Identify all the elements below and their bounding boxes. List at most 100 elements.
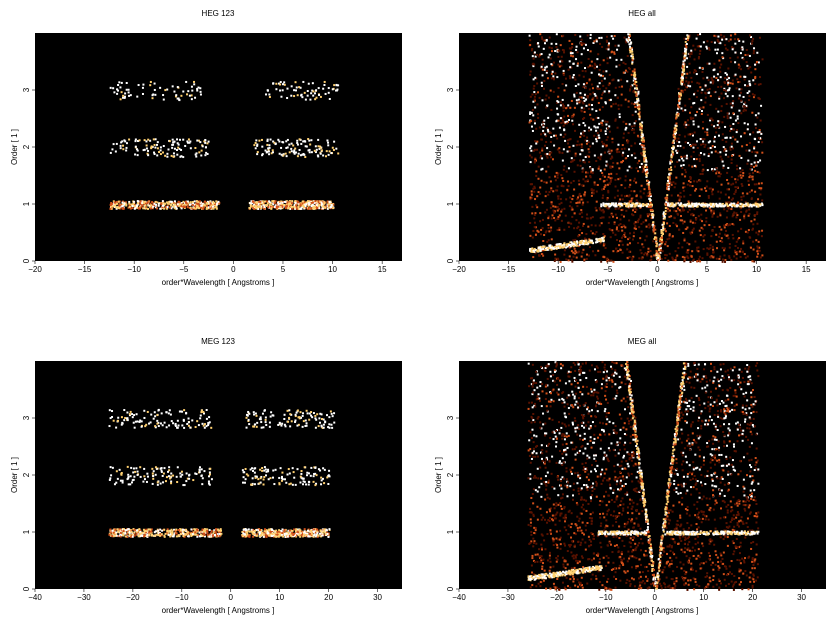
- heatmap-cell: [640, 222, 643, 225]
- heatmap-cell: [178, 204, 181, 207]
- heatmap-cell: [317, 155, 320, 158]
- heatmap-cell: [563, 228, 566, 231]
- heatmap-cell: [672, 140, 675, 143]
- heatmap-cell: [715, 107, 718, 110]
- heatmap-cell: [554, 219, 557, 222]
- heatmap-cell: [570, 66, 573, 69]
- heatmap-cell: [579, 164, 582, 167]
- heatmap-cell: [648, 204, 651, 207]
- heatmap-cell: [162, 94, 165, 97]
- heatmap-cell: [718, 171, 721, 174]
- heatmap-cell: [173, 207, 176, 210]
- heatmap-cell: [311, 201, 314, 204]
- heatmap-cell: [139, 203, 142, 206]
- heatmap-cell: [149, 207, 152, 210]
- heatmap-cell: [651, 214, 654, 217]
- heatmap-cell: [273, 202, 276, 205]
- heatmap-cell: [694, 165, 697, 168]
- heatmap-cell: [143, 148, 146, 151]
- heatmap-cell: [631, 258, 634, 261]
- heatmap-cell: [668, 180, 671, 183]
- heatmap-cell: [182, 203, 185, 206]
- heatmap-cell: [302, 206, 305, 209]
- heatmap-cell: [576, 140, 579, 143]
- heatmap-cell: [296, 139, 299, 142]
- heatmap-cell: [743, 108, 746, 111]
- heatmap-cell: [761, 254, 764, 257]
- y-tick-label: 2: [22, 144, 31, 149]
- heatmap-cell: [751, 228, 754, 231]
- heatmap-cell: [186, 140, 189, 143]
- heatmap-cell: [712, 256, 715, 259]
- heatmap-cell: [180, 202, 183, 205]
- heatmap-cell: [685, 76, 688, 79]
- heatmap-cell: [136, 149, 139, 152]
- heatmap-cell: [535, 77, 538, 80]
- heatmap-cell: [753, 137, 756, 140]
- heatmap-cell: [192, 202, 195, 205]
- heatmap-cell: [110, 205, 113, 208]
- heatmap-cell: [550, 187, 553, 190]
- heatmap-cell: [533, 84, 536, 87]
- heatmap-cell: [609, 98, 612, 101]
- heatmap-cell: [729, 38, 732, 41]
- heatmap-cell: [141, 92, 144, 95]
- heatmap-cell: [598, 207, 601, 210]
- heatmap-cell: [678, 95, 681, 98]
- heatmap-cell: [119, 535, 122, 538]
- heatmap-cell: [547, 226, 550, 229]
- heatmap-cell: [627, 37, 630, 40]
- heatmap-cell: [142, 528, 145, 531]
- heatmap-cell: [752, 248, 755, 251]
- heatmap-cell: [119, 147, 122, 150]
- heatmap-cell: [761, 204, 764, 207]
- heatmap-cell: [632, 235, 635, 238]
- heatmap-cell: [627, 100, 630, 103]
- heatmap-cell: [186, 200, 189, 203]
- chart-title: HEG 123: [202, 9, 235, 18]
- heatmap-cell: [637, 92, 640, 95]
- heatmap-cell: [602, 194, 605, 197]
- heatmap-cell: [679, 94, 682, 97]
- heatmap-cell: [758, 203, 761, 206]
- heatmap-cell: [559, 244, 562, 247]
- heatmap-cell: [550, 226, 553, 229]
- heatmap-cell: [685, 85, 688, 88]
- heatmap-cell: [602, 91, 605, 94]
- heatmap-cell: [750, 71, 753, 74]
- heatmap-cell: [717, 134, 720, 137]
- heatmap-cell: [666, 238, 669, 241]
- heatmap-cell: [608, 130, 611, 133]
- heatmap-cell: [135, 148, 138, 151]
- heatmap-cell: [582, 118, 585, 121]
- heatmap-cell: [536, 113, 539, 116]
- heatmap-cell: [531, 236, 534, 239]
- heatmap-cell: [543, 80, 546, 83]
- heatmap-cell: [613, 35, 616, 38]
- heatmap-cell: [603, 210, 606, 213]
- heatmap-cell: [616, 162, 619, 165]
- heatmap-cell: [736, 117, 739, 120]
- heatmap-cell: [614, 119, 617, 122]
- heatmap-cell: [657, 260, 660, 263]
- heatmap-cell: [742, 95, 745, 98]
- heatmap-cell: [538, 126, 541, 129]
- heatmap-cell: [709, 247, 712, 250]
- heatmap-cell: [548, 176, 551, 179]
- heatmap-cell: [634, 110, 637, 113]
- heatmap-cell: [685, 228, 688, 231]
- heatmap-cell: [614, 178, 617, 181]
- heatmap-cell: [163, 534, 166, 537]
- heatmap-cell: [583, 93, 586, 96]
- heatmap-cell: [748, 90, 751, 93]
- heatmap-cell: [746, 123, 749, 126]
- heatmap-cell: [748, 99, 751, 102]
- x-axis-label: order*Wavelength [ Angstroms ]: [162, 278, 275, 287]
- heatmap-cell: [608, 82, 611, 85]
- heatmap-cell: [721, 246, 724, 249]
- heatmap-cell: [683, 47, 686, 50]
- heatmap-cell: [552, 190, 555, 193]
- heatmap-cell: [748, 176, 751, 179]
- heatmap-cell: [190, 98, 193, 101]
- heatmap-cell: [178, 138, 181, 141]
